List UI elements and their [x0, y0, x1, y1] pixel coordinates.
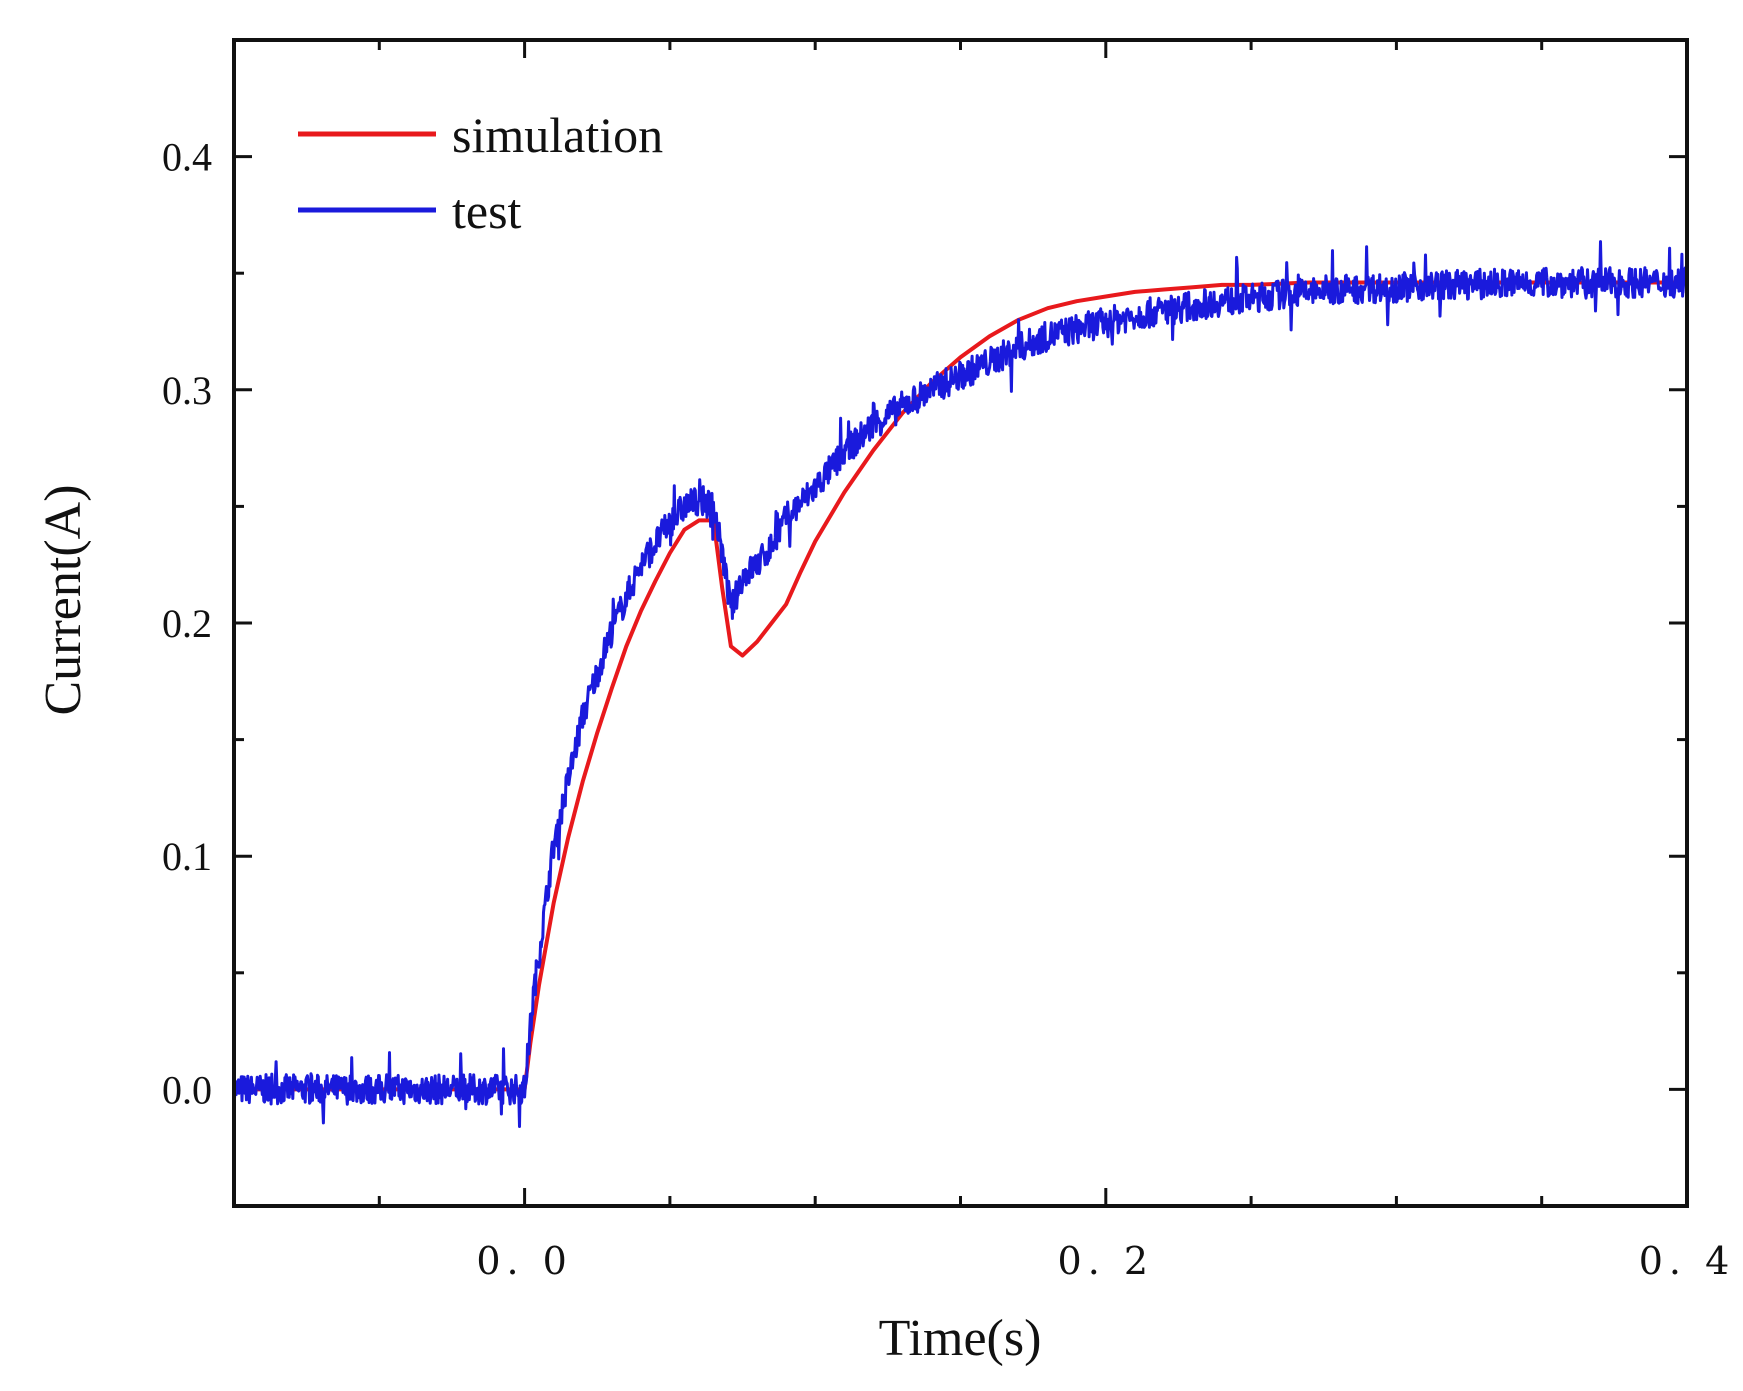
y-tick-label: 0.2	[162, 601, 212, 646]
series-line-test	[234, 240, 1687, 1128]
y-tick-label: 0.4	[162, 135, 212, 180]
x-axis-label: Time(s)	[879, 1310, 1042, 1367]
tick-labels: 0.0 0.1 0.2 0.3 0.4 0. 0 0. 2 0. 4	[162, 135, 1736, 1283]
y-axis-label: Current(A)	[35, 484, 92, 715]
x-tick-label: 0. 4	[1639, 1239, 1736, 1283]
legend-label-simulation: simulation	[452, 107, 663, 163]
x-tick-label: 0. 0	[476, 1239, 573, 1283]
x-tick-label: 0. 2	[1058, 1239, 1155, 1283]
plot-frame	[232, 38, 1689, 1208]
legend-label-test: test	[452, 183, 522, 239]
y-tick-label: 0.1	[162, 834, 212, 879]
y-tick-label: 0.0	[162, 1067, 212, 1112]
series-line-simulation	[234, 280, 1687, 1092]
y-tick-label: 0.3	[162, 368, 212, 413]
series-layer	[234, 240, 1687, 1128]
legend: simulation test	[298, 107, 663, 239]
